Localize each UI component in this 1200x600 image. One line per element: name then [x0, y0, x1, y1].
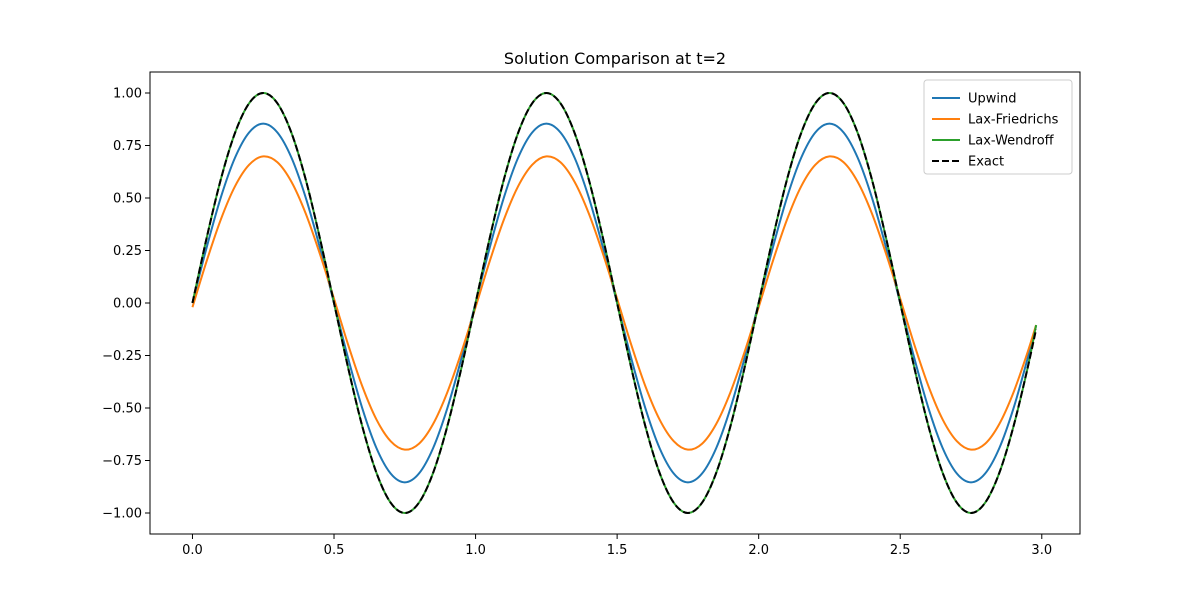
y-tick-label: 0.75: [113, 139, 142, 154]
legend-box: [923, 79, 1073, 175]
plot-area: 0.0 0.5 1.0 1.5 2.0 2.5 3.0 −1.00 −0.75 −0.50 −0.…: [102, 71, 1081, 558]
chart-title: Solution Comparison at t=2: [504, 49, 726, 68]
x-tick-label: 0.5: [324, 543, 345, 558]
y-tick-label: 1.00: [113, 87, 142, 102]
y-axis: −1.00 −0.75 −0.50 −0.25 0.00 0.25 0.50 0.75 1.00: [102, 87, 150, 522]
legend: Upwind Lax-Friedrichs Lax-Wendroff Exact: [923, 79, 1073, 175]
y-tick-label: −1.00: [102, 507, 142, 522]
x-tick-label: 2.0: [748, 543, 769, 558]
y-tick-label: −0.25: [102, 349, 142, 364]
legend-label: Upwind: [968, 92, 1017, 107]
series-line-exact: [191, 92, 1038, 514]
series-layer: [191, 92, 1038, 514]
y-tick-label: 0.50: [113, 192, 142, 207]
x-tick-label: 2.5: [890, 543, 911, 558]
legend-label: Lax-Friedrichs: [968, 113, 1059, 128]
x-tick-label: 3.0: [1031, 543, 1052, 558]
legend-label: Exact: [968, 155, 1004, 170]
x-tick-label: 0.0: [182, 543, 203, 558]
y-tick-label: 0.25: [113, 244, 142, 259]
x-axis: 0.0 0.5 1.0 1.5 2.0 2.5 3.0: [182, 534, 1052, 558]
x-tick-label: 1.5: [607, 543, 628, 558]
y-tick-label: −0.50: [102, 402, 142, 417]
y-tick-label: 0.00: [113, 297, 142, 312]
legend-label: Lax-Wendroff: [968, 134, 1055, 149]
x-tick-label: 1.0: [465, 543, 486, 558]
y-tick-label: −0.75: [102, 454, 142, 469]
